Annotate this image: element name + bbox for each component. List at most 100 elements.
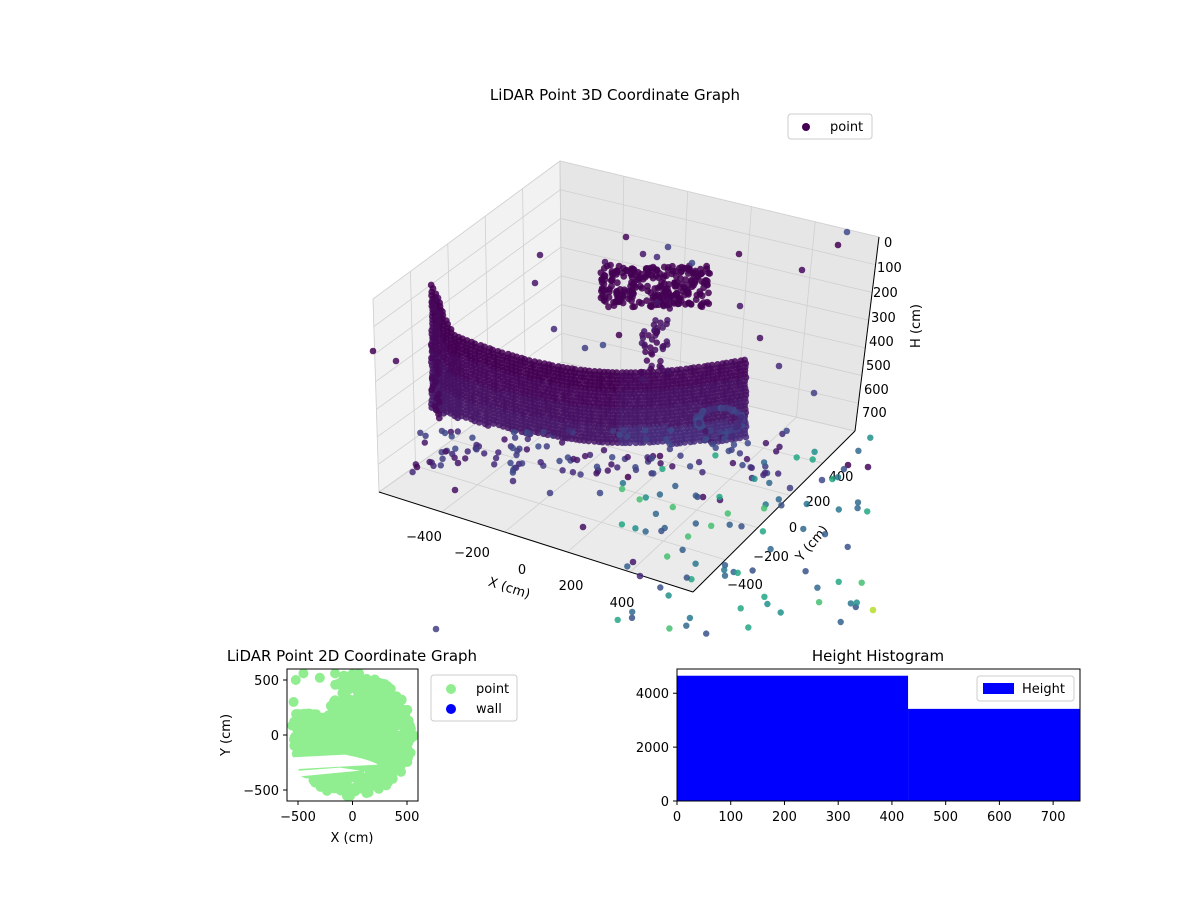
point-marker bbox=[312, 723, 323, 734]
point-marker bbox=[664, 297, 672, 304]
point-marker bbox=[709, 440, 716, 448]
point-marker bbox=[756, 334, 764, 342]
y-tick-label: 0 bbox=[271, 729, 279, 744]
x-tick-label: 0 bbox=[348, 810, 356, 825]
point-marker bbox=[659, 301, 667, 309]
point-marker bbox=[644, 282, 651, 290]
point-marker bbox=[656, 452, 664, 460]
point-marker bbox=[368, 765, 379, 776]
point-marker bbox=[322, 785, 332, 796]
legend-2d: point wall bbox=[430, 674, 518, 722]
point-marker bbox=[767, 545, 774, 553]
point-marker bbox=[730, 441, 738, 448]
y-axis-label-2d: Y (cm) bbox=[219, 714, 234, 757]
point-marker bbox=[653, 339, 660, 346]
points-3d bbox=[369, 228, 877, 637]
z-tick-label: 100 bbox=[877, 261, 902, 276]
point-marker bbox=[481, 450, 488, 457]
point-marker bbox=[624, 453, 631, 461]
point-marker bbox=[736, 450, 744, 457]
point-marker bbox=[509, 477, 517, 485]
point-marker bbox=[867, 434, 874, 441]
point-marker bbox=[666, 305, 673, 312]
point-marker bbox=[632, 525, 639, 532]
point-marker bbox=[642, 528, 649, 535]
chart-2d: LiDAR Point 2D Coordinate Graph −500 0 5… bbox=[219, 647, 518, 846]
point-marker bbox=[536, 251, 544, 259]
point-marker bbox=[810, 389, 818, 397]
point-marker bbox=[695, 420, 703, 427]
point-marker bbox=[652, 510, 660, 517]
point-marker bbox=[608, 461, 615, 468]
point-marker bbox=[449, 450, 456, 458]
point-marker bbox=[835, 506, 842, 513]
point-marker bbox=[288, 697, 299, 707]
y-tick-label: 200 bbox=[806, 495, 831, 510]
point-marker bbox=[625, 295, 632, 303]
point-marker bbox=[558, 439, 566, 446]
point-marker bbox=[347, 723, 358, 734]
point-marker bbox=[702, 435, 710, 443]
point-marker bbox=[469, 434, 476, 441]
point-marker bbox=[766, 479, 773, 487]
point-marker bbox=[402, 715, 412, 726]
point-marker bbox=[608, 269, 616, 277]
point-marker bbox=[629, 608, 636, 616]
point-marker bbox=[507, 459, 514, 467]
point-marker bbox=[336, 781, 347, 792]
y-tick-label: −400 bbox=[727, 578, 763, 593]
point-marker bbox=[600, 280, 608, 288]
point-marker bbox=[814, 584, 821, 591]
point-marker bbox=[509, 469, 517, 476]
x-tick-label: 600 bbox=[987, 810, 1012, 825]
point-marker bbox=[524, 435, 531, 443]
point-marker bbox=[854, 499, 862, 506]
point-marker bbox=[434, 294, 442, 302]
point-marker bbox=[328, 704, 339, 715]
point-marker bbox=[706, 270, 713, 277]
point-marker bbox=[691, 269, 699, 277]
legend-label: wall bbox=[476, 702, 502, 717]
point-marker bbox=[531, 279, 539, 287]
z-tick-label: 300 bbox=[871, 311, 896, 326]
point-marker bbox=[657, 319, 664, 326]
point-marker bbox=[696, 288, 704, 295]
point-marker bbox=[729, 459, 737, 467]
point-marker bbox=[743, 455, 751, 463]
point-marker bbox=[330, 679, 341, 690]
point-marker bbox=[669, 463, 676, 470]
point-marker bbox=[705, 289, 712, 297]
point-marker bbox=[605, 293, 613, 301]
point-marker bbox=[742, 433, 750, 441]
legend-box bbox=[787, 113, 873, 140]
point-marker bbox=[739, 461, 746, 469]
point-marker bbox=[686, 463, 694, 470]
point-marker bbox=[663, 320, 670, 328]
point-marker bbox=[657, 460, 664, 467]
point-marker bbox=[432, 625, 440, 633]
point-marker bbox=[719, 405, 727, 412]
point-marker bbox=[616, 431, 623, 438]
point-marker bbox=[604, 467, 611, 474]
point-marker bbox=[777, 609, 784, 616]
point-marker bbox=[686, 614, 694, 622]
point-marker bbox=[711, 405, 718, 412]
point-marker bbox=[320, 722, 331, 733]
point-marker bbox=[748, 464, 755, 471]
point-marker bbox=[624, 433, 631, 440]
legend-hist: Height bbox=[976, 675, 1075, 702]
point-marker bbox=[454, 428, 461, 435]
legend-label: point bbox=[830, 120, 863, 135]
point-marker bbox=[669, 503, 676, 511]
point-marker bbox=[815, 599, 823, 606]
point-marker bbox=[639, 376, 646, 383]
point-marker bbox=[647, 349, 655, 357]
point-marker bbox=[618, 485, 626, 493]
point-marker bbox=[677, 452, 684, 459]
point-marker bbox=[365, 690, 375, 701]
point-marker bbox=[644, 268, 652, 275]
z-tick-label: 500 bbox=[866, 359, 891, 374]
grid-line bbox=[796, 221, 816, 418]
point-marker bbox=[569, 469, 577, 476]
point-marker bbox=[586, 451, 594, 459]
